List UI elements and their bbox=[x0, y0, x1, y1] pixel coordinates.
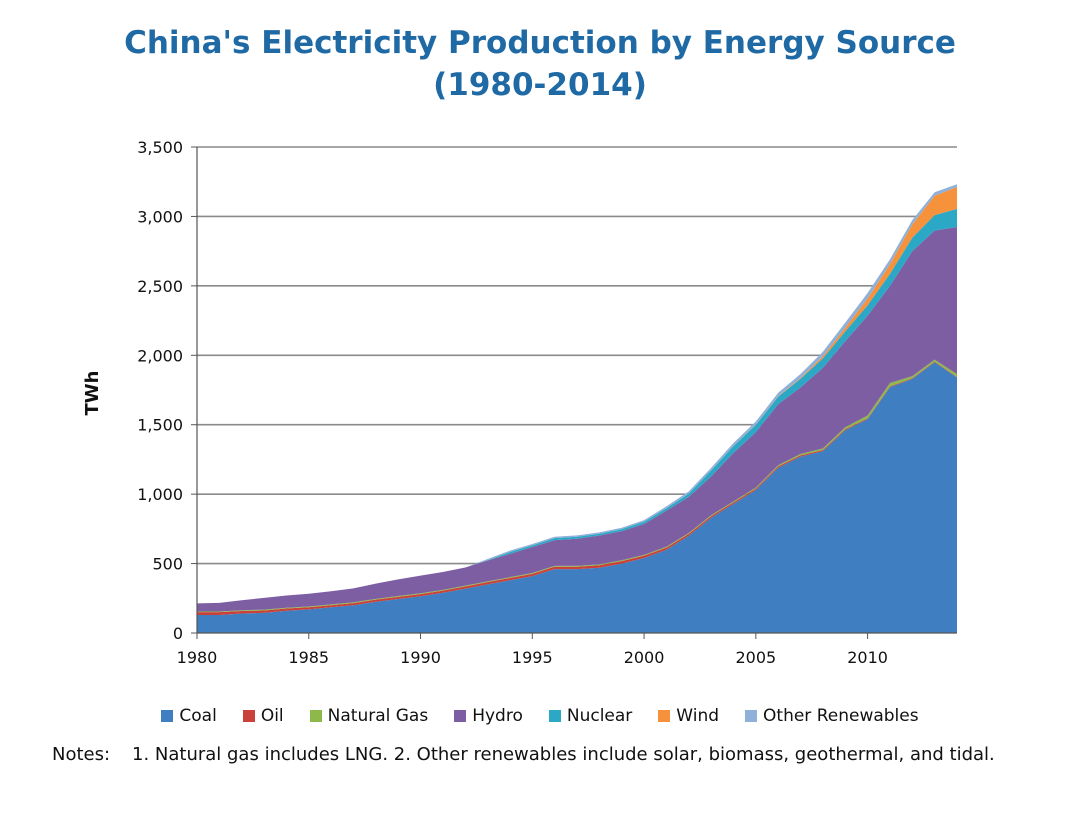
legend-entry: Wind bbox=[658, 706, 719, 726]
area-hydro bbox=[197, 226, 957, 612]
chart-legend: Coal Oil Natural Gas Hydro Nuclear Wind Other … bbox=[0, 706, 1080, 726]
x-tick-label: 1985 bbox=[288, 648, 329, 667]
notes-text: 1. Natural gas includes LNG. 2. Other re… bbox=[132, 744, 995, 765]
x-tick-label: 2005 bbox=[735, 648, 776, 667]
x-tick-label: 1995 bbox=[512, 648, 553, 667]
legend-entry: Other Renewables bbox=[745, 706, 919, 726]
legend-swatch bbox=[454, 710, 467, 722]
legend-label: Other Renewables bbox=[763, 706, 919, 726]
y-tick-label: 3,500 bbox=[137, 138, 183, 157]
legend-entry: Oil bbox=[242, 706, 284, 726]
y-tick-label: 500 bbox=[152, 555, 183, 574]
y-tick-label: 1,000 bbox=[137, 485, 183, 504]
legend-swatch bbox=[161, 710, 174, 722]
legend-swatch bbox=[309, 710, 322, 722]
legend-label: Oil bbox=[260, 706, 284, 726]
legend-swatch bbox=[745, 710, 758, 722]
legend-label: Coal bbox=[179, 706, 217, 726]
axes: 0 500 1,000 1,500 2,000 2,500 3,000 3,500 1980 19… bbox=[137, 138, 957, 667]
y-tick-label: 2,000 bbox=[137, 346, 183, 365]
notes-label: Notes: bbox=[52, 744, 111, 765]
x-tick-label: 2010 bbox=[847, 648, 888, 667]
legend-swatch bbox=[548, 710, 561, 722]
chart-title: China's Electricity Production by Energy… bbox=[124, 25, 956, 61]
area-series-group bbox=[197, 184, 957, 633]
area-coal bbox=[197, 362, 957, 633]
legend-label: Nuclear bbox=[566, 706, 633, 726]
legend-entry: Coal bbox=[161, 706, 217, 726]
y-tick-label: 2,500 bbox=[137, 277, 183, 296]
legend-swatch bbox=[242, 710, 255, 722]
legend-label: Hydro bbox=[472, 706, 523, 726]
y-tick-label: 1,500 bbox=[137, 416, 183, 435]
legend-entry: Natural Gas bbox=[309, 706, 429, 726]
x-tick-label: 1990 bbox=[400, 648, 441, 667]
y-tick-label: 3,000 bbox=[137, 207, 183, 226]
chart-subtitle: (1980-2014) bbox=[433, 67, 647, 103]
y-tick-label: 0 bbox=[173, 624, 183, 643]
legend-entry: Nuclear bbox=[548, 706, 633, 726]
x-tick-label: 2000 bbox=[624, 648, 665, 667]
x-tick-label: 1980 bbox=[177, 648, 218, 667]
notes: Notes: 1. Natural gas includes LNG. 2. O… bbox=[52, 742, 1042, 768]
legend-swatch bbox=[658, 710, 671, 722]
legend-label: Wind bbox=[676, 706, 720, 726]
legend-label: Natural Gas bbox=[327, 706, 429, 726]
chart-title-block: China's Electricity Production by Energy… bbox=[0, 22, 1080, 106]
y-axis-label: TWh bbox=[82, 371, 103, 416]
legend-entry: Hydro bbox=[454, 706, 523, 726]
